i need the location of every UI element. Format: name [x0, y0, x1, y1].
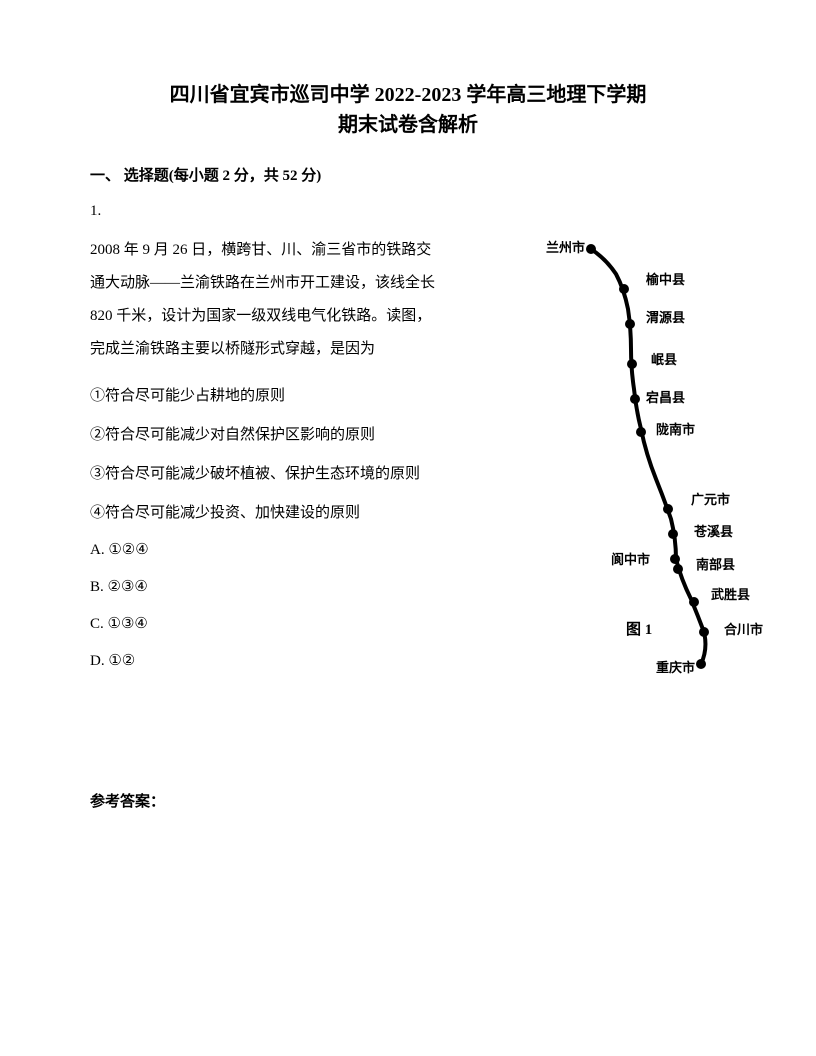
city-label: 岷县: [651, 352, 677, 367]
city-dot: [699, 627, 709, 637]
city-label: 南部县: [696, 557, 735, 572]
city-label: 苍溪县: [693, 524, 733, 539]
city-dot: [668, 529, 678, 539]
city-label: 广元市: [691, 492, 730, 507]
city-label: 宕昌县: [645, 390, 685, 405]
railway-map: 兰州市榆中县渭源县岷县宕昌县陇南市广元市苍溪县阆中市 南部县武胜县合川市重庆市 图…: [516, 234, 766, 684]
map-labels: 兰州市榆中县渭源县岷县宕昌县陇南市广元市苍溪县阆中市 南部县武胜县合川市重庆市: [546, 240, 763, 675]
city-dot: [663, 504, 673, 514]
city-dot: [625, 319, 635, 329]
answer-key-label: 参考答案：: [90, 790, 726, 811]
section-header: 一、 选择题(每小题 2 分，共 52 分): [90, 164, 726, 185]
city-label: 合川市: [724, 622, 763, 637]
city-dot: [627, 359, 637, 369]
city-label: 武胜县: [711, 587, 750, 602]
city-dot: [586, 244, 596, 254]
city-dot: [696, 659, 706, 669]
city-label: 榆中县: [646, 272, 685, 287]
city-dot: [636, 427, 646, 437]
content-wrapper: 2008 年 9 月 26 日，横跨甘、川、渝三省市的铁路交通大动脉——兰渝铁路…: [90, 234, 726, 670]
city-label: 渭源县: [646, 310, 685, 325]
city-label: 兰州市: [546, 240, 585, 255]
city-dot: [689, 597, 699, 607]
title-line1: 四川省宜宾市巡司中学 2022-2023 学年高三地理下学期: [90, 80, 726, 110]
exam-title: 四川省宜宾市巡司中学 2022-2023 学年高三地理下学期 期末试卷含解析: [90, 80, 726, 140]
city-dot: [673, 564, 683, 574]
city-dot: [619, 284, 629, 294]
city-label: 重庆市: [656, 660, 695, 675]
city-dot: [670, 554, 680, 564]
title-line2: 期末试卷含解析: [90, 110, 726, 140]
city-label: 阆中市: [611, 552, 650, 567]
map-svg: 兰州市榆中县渭源县岷县宕昌县陇南市广元市苍溪县阆中市 南部县武胜县合川市重庆市 图…: [516, 234, 776, 684]
question-number: 1.: [90, 203, 726, 220]
question-body: 2008 年 9 月 26 日，横跨甘、川、渝三省市的铁路交通大动脉——兰渝铁路…: [90, 234, 440, 366]
city-dot: [630, 394, 640, 404]
figure-label: 图 1: [626, 621, 652, 638]
city-label: 陇南市: [656, 422, 695, 437]
